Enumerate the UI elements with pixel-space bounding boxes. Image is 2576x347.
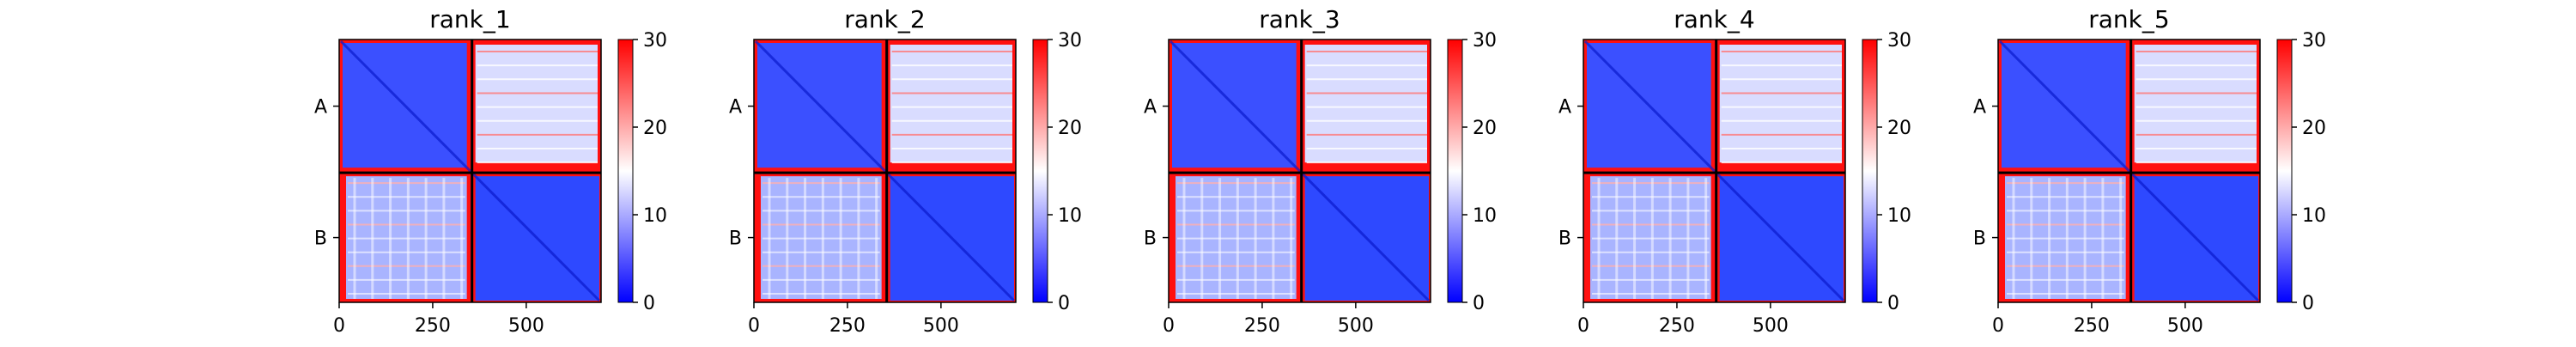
axes-frame	[753, 39, 1017, 303]
heatmap-block-ab	[1304, 45, 1427, 163]
axes-frame	[338, 39, 602, 303]
colorbar-tick-label: 30	[1473, 30, 1497, 52]
pae-panel-3: rank_3 0 250 500 A B 0 10 20 30	[1144, 5, 1497, 337]
colorbar	[1032, 39, 1048, 303]
heatmap-diagonal	[1998, 40, 2260, 302]
y-tick-label: B	[314, 228, 327, 250]
x-tick-label: 250	[415, 315, 451, 337]
colorbar	[617, 39, 634, 303]
x-tick-label: 0	[1163, 315, 1175, 337]
colorbar-tick-label: 0	[643, 293, 655, 314]
colorbar	[1862, 39, 1878, 303]
colorbar-tick-label: 20	[1058, 118, 1082, 139]
x-tick-label: 500	[2167, 315, 2203, 337]
heatmap-block-ab	[475, 45, 598, 163]
heatmap-block-ab	[890, 45, 1012, 163]
x-tick-label: 0	[1577, 315, 1589, 337]
colorbar-tick-label: 20	[643, 118, 667, 139]
panel-title: rank_2	[844, 5, 925, 33]
y-tick-label: A	[314, 97, 327, 119]
heatmap	[754, 40, 1016, 302]
colorbar-tick-label: 0	[2302, 293, 2314, 314]
y-tick-label: B	[1558, 228, 1571, 250]
heatmap	[339, 40, 601, 302]
heatmap-diagonal	[754, 40, 1016, 302]
heatmap-block-ab	[1719, 45, 1842, 163]
pae-panel-1: rank_1 0 250 500 A B 0 10 20 30	[314, 5, 667, 337]
x-tick-label: 500	[1338, 315, 1374, 337]
heatmap-diagonal	[339, 40, 601, 302]
x-tick-label: 250	[2074, 315, 2110, 337]
x-tick-label: 250	[1244, 315, 1280, 337]
heatmap	[1583, 40, 1845, 302]
y-tick-label: A	[1973, 97, 1986, 119]
colorbar-tick-label: 20	[1887, 118, 1911, 139]
colorbar-tick-label: 20	[1473, 118, 1497, 139]
y-tick-label: B	[729, 228, 742, 250]
axes-frame	[1997, 39, 2261, 303]
x-tick-label: 500	[1753, 315, 1789, 337]
heatmap-block-ab	[2134, 45, 2257, 163]
x-tick-label: 500	[923, 315, 959, 337]
colorbar-tick-label: 30	[1058, 30, 1082, 52]
y-tick-label: B	[1973, 228, 1986, 250]
colorbar-tick-label: 10	[2302, 205, 2326, 227]
colorbar-tick-label: 30	[643, 30, 667, 52]
x-tick-label: 0	[333, 315, 345, 337]
x-tick-label: 500	[508, 315, 544, 337]
pae-panel-4: rank_4 0 250 500 A B 0 10 20 30	[1558, 5, 1911, 337]
axes-frame	[1168, 39, 1431, 303]
colorbar	[2276, 39, 2293, 303]
colorbar-tick-label: 10	[643, 205, 667, 227]
colorbar-tick-label: 30	[2302, 30, 2326, 52]
colorbar-tick-label: 10	[1473, 205, 1497, 227]
heatmap	[1169, 40, 1431, 302]
x-tick-label: 250	[829, 315, 866, 337]
panels-container: rank_1 0 250 500 A B 0 10 20 30 rank_2 0 250 500 A B 0 10…	[314, 5, 2326, 337]
colorbar-tick-label: 0	[1058, 293, 1070, 314]
panel-title: rank_5	[2088, 5, 2169, 33]
y-tick-label: B	[1144, 228, 1157, 250]
colorbar-tick-label: 20	[2302, 118, 2326, 139]
panel-title: rank_4	[1674, 5, 1754, 33]
axes-frame	[1583, 39, 1846, 303]
x-tick-label: 0	[748, 315, 760, 337]
panel-title: rank_1	[429, 5, 510, 33]
pae-panel-5: rank_5 0 250 500 A B 0 10 20 30	[1973, 5, 2326, 337]
heatmap-diagonal	[1169, 40, 1431, 302]
x-tick-label: 0	[1992, 315, 2004, 337]
panel-title: rank_3	[1259, 5, 1340, 33]
x-tick-label: 250	[1659, 315, 1695, 337]
colorbar	[1447, 39, 1463, 303]
heatmap	[1998, 40, 2260, 302]
colorbar-tick-label: 30	[1887, 30, 1911, 52]
heatmap-diagonal	[1583, 40, 1845, 302]
colorbar-tick-label: 10	[1058, 205, 1082, 227]
y-tick-label: A	[1558, 97, 1571, 119]
pae-panel-2: rank_2 0 250 500 A B 0 10 20 30	[729, 5, 1082, 337]
colorbar-tick-label: 10	[1887, 205, 1911, 227]
y-tick-label: A	[1144, 97, 1157, 119]
y-tick-label: A	[729, 97, 742, 119]
colorbar-tick-label: 0	[1473, 293, 1485, 314]
colorbar-tick-label: 0	[1887, 293, 1899, 314]
